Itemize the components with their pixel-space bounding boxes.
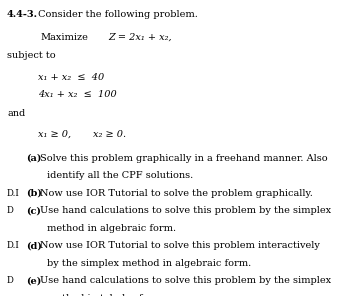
Text: Maximize: Maximize [40,33,88,42]
Text: D.I: D.I [7,241,20,250]
Text: D.I: D.I [7,189,20,198]
Text: Consider the following problem.: Consider the following problem. [35,10,198,19]
Text: 4x₁ + x₂  ≤  100: 4x₁ + x₂ ≤ 100 [38,90,117,99]
Text: x₁ ≥ 0,       x₂ ≥ 0.: x₁ ≥ 0, x₂ ≥ 0. [38,130,127,139]
Text: Use hand calculations to solve this problem by the simplex: Use hand calculations to solve this prob… [40,206,331,215]
Text: method in algebraic form.: method in algebraic form. [47,224,176,233]
Text: Solve this problem graphically in a freehand manner. Also: Solve this problem graphically in a free… [40,154,328,163]
Text: method in tabular form.: method in tabular form. [47,294,166,296]
Text: Use hand calculations to solve this problem by the simplex: Use hand calculations to solve this prob… [40,276,331,285]
Text: D: D [7,276,14,285]
Text: x₁ + x₂  ≤  40: x₁ + x₂ ≤ 40 [38,73,105,82]
Text: Z = 2x₁ + x₂,: Z = 2x₁ + x₂, [108,33,172,42]
Text: Now use IOR Tutorial to solve the problem graphically.: Now use IOR Tutorial to solve the proble… [40,189,313,198]
Text: (a): (a) [27,154,42,163]
Text: Now use IOR Tutorial to solve this problem interactively: Now use IOR Tutorial to solve this probl… [40,241,320,250]
Text: D: D [7,206,14,215]
Text: (d): (d) [27,241,42,250]
Text: (b): (b) [27,189,42,198]
Text: (e): (e) [27,276,42,285]
Text: subject to: subject to [7,52,56,60]
Text: identify all the CPF solutions.: identify all the CPF solutions. [47,171,194,180]
Text: and: and [7,109,25,118]
Text: by the simplex method in algebraic form.: by the simplex method in algebraic form. [47,259,252,268]
Text: 4.4-3.: 4.4-3. [7,10,38,19]
Text: (c): (c) [27,206,41,215]
